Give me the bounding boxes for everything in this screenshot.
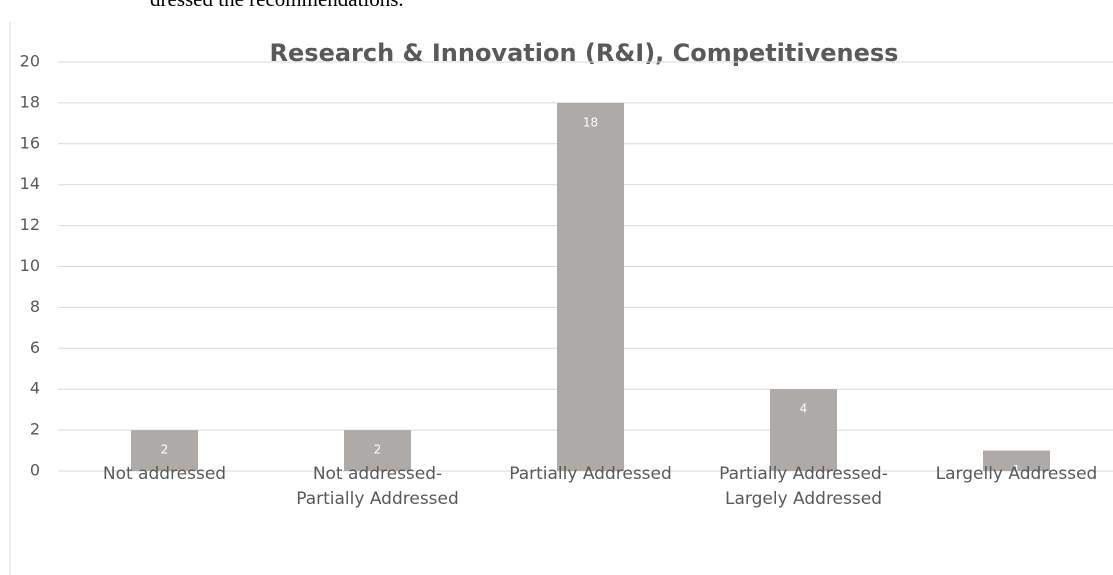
x-tick-label: Not addressed — [102, 464, 227, 484]
y-tick-label: 0 — [30, 461, 40, 480]
x-tick-label: Not addressed- Partially Addressed — [296, 464, 459, 509]
y-tick-label: 2 — [30, 420, 40, 439]
chart-title: Research & Innovation (R&I), Competitive… — [270, 39, 899, 67]
bar — [131, 430, 198, 471]
header-text: dressed the recommendations. — [150, 0, 404, 12]
x-tick-label: Partially Addressed — [509, 464, 672, 484]
y-tick-label: 8 — [30, 297, 40, 316]
data-label: 2 — [161, 443, 169, 457]
data-label: 1 — [1013, 463, 1021, 477]
x-tick-label: Partially Addressed- Largely Addressed — [719, 464, 888, 509]
bar — [344, 430, 411, 471]
y-tick-label: 18 — [20, 92, 40, 111]
y-tick-label: 10 — [20, 256, 40, 275]
data-label: 4 — [800, 402, 808, 416]
data-label: 18 — [583, 115, 598, 129]
y-tick-label: 20 — [20, 52, 40, 71]
bar — [983, 450, 1050, 471]
bar — [557, 102, 624, 472]
bar — [770, 389, 837, 471]
x-tick-label: Largelly Addressed — [935, 464, 1098, 484]
y-tick-label: 6 — [30, 338, 40, 357]
data-label: 2 — [374, 443, 382, 457]
y-tick-label: 14 — [20, 174, 40, 193]
y-tick-label: 4 — [30, 379, 40, 398]
y-tick-label: 16 — [20, 133, 40, 152]
y-tick-label: 12 — [20, 215, 40, 234]
